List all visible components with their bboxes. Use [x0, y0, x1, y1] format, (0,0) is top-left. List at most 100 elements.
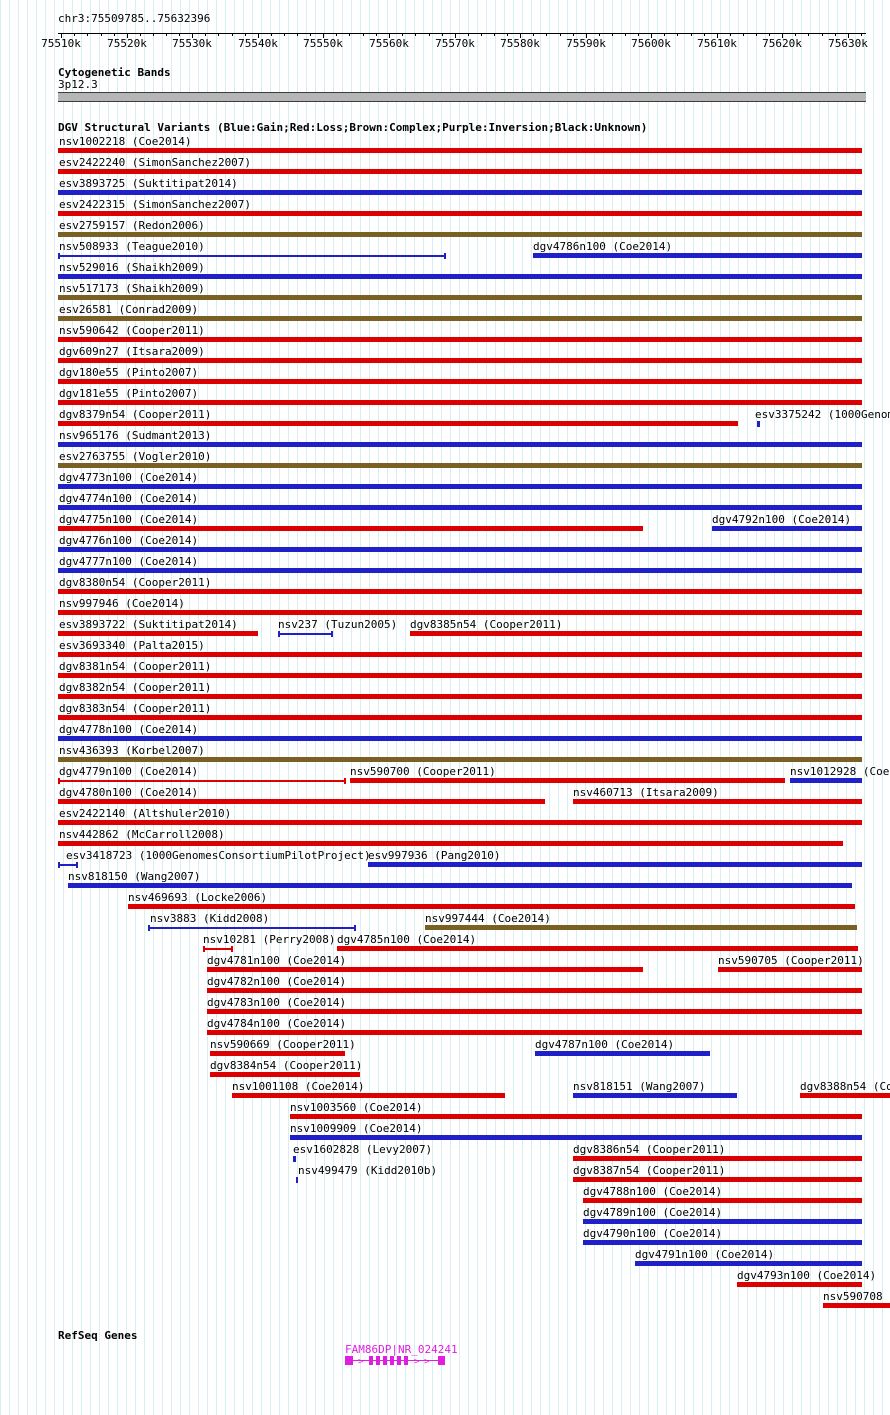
- variant-label[interactable]: nsv237 (Tuzun2005): [278, 618, 398, 631]
- variant-bar[interactable]: [58, 358, 862, 363]
- variant-label[interactable]: esv2422315 (SimonSanchez2007): [59, 198, 252, 211]
- variant-label[interactable]: nsv965176 (Sudmant2013): [59, 429, 212, 442]
- variant-tick[interactable]: [296, 1177, 298, 1183]
- variant-bar[interactable]: [290, 1114, 862, 1119]
- variant-bar[interactable]: [573, 1177, 862, 1182]
- variant-bar[interactable]: [573, 799, 862, 804]
- variant-label[interactable]: dgv8388n54 (Coo: [800, 1080, 890, 1093]
- variant-bar[interactable]: [58, 568, 862, 573]
- variant-label[interactable]: nsv1012928 (Coe20: [790, 765, 890, 778]
- variant-label[interactable]: esv2759157 (Redon2006): [59, 219, 205, 232]
- variant-bar[interactable]: [58, 274, 862, 279]
- variant-bar[interactable]: [800, 1093, 890, 1098]
- variant-bar[interactable]: [58, 610, 862, 615]
- variant-label[interactable]: dgv8387n54 (Cooper2011): [573, 1164, 726, 1177]
- variant-bar[interactable]: [58, 337, 862, 342]
- variant-label[interactable]: dgv4782n100 (Coe2014): [207, 975, 347, 988]
- variant-bar[interactable]: [737, 1282, 862, 1287]
- variant-label[interactable]: dgv4786n100 (Coe2014): [533, 240, 673, 253]
- variant-label[interactable]: nsv499479 (Kidd2010b): [298, 1164, 438, 1177]
- variant-bar[interactable]: [210, 1072, 360, 1077]
- variant-label[interactable]: nsv436393 (Korbel2007): [59, 744, 205, 757]
- variant-bar[interactable]: [58, 820, 862, 825]
- variant-label[interactable]: nsv590669 (Cooper2011): [210, 1038, 356, 1051]
- variant-label[interactable]: esv2422240 (SimonSanchez2007): [59, 156, 252, 169]
- variant-bar[interactable]: [58, 295, 862, 300]
- variant-bar[interactable]: [58, 673, 862, 678]
- variant-label[interactable]: dgv4787n100 (Coe2014): [535, 1038, 675, 1051]
- variant-bar[interactable]: [823, 1303, 890, 1308]
- variant-bar[interactable]: [58, 379, 862, 384]
- gene-exon[interactable]: [438, 1356, 445, 1365]
- variant-label[interactable]: dgv8386n54 (Cooper2011): [573, 1143, 726, 1156]
- variant-label[interactable]: dgv8383n54 (Cooper2011): [59, 702, 212, 715]
- variant-bar[interactable]: [58, 211, 862, 216]
- gene-exon[interactable]: [390, 1356, 394, 1365]
- variant-label[interactable]: dgv8381n54 (Cooper2011): [59, 660, 212, 673]
- variant-tick[interactable]: [293, 1156, 296, 1162]
- variant-bar[interactable]: [58, 232, 862, 237]
- gene-exon[interactable]: [397, 1356, 401, 1365]
- variant-label[interactable]: nsv469693 (Locke2006): [128, 891, 268, 904]
- variant-label[interactable]: esv3375242 (1000Genomes: [755, 408, 890, 421]
- variant-bar[interactable]: [58, 694, 862, 699]
- variant-bar[interactable]: [232, 1093, 505, 1098]
- cytoband-bar[interactable]: [58, 92, 866, 102]
- variant-bar[interactable]: [712, 526, 862, 531]
- variant-label[interactable]: nsv590642 (Cooper2011): [59, 324, 205, 337]
- variant-label[interactable]: dgv4777n100 (Coe2014): [59, 555, 199, 568]
- variant-label[interactable]: nsv517173 (Shaikh2009): [59, 282, 205, 295]
- variant-line[interactable]: [148, 927, 355, 929]
- variant-label[interactable]: nsv997444 (Coe2014): [425, 912, 551, 925]
- variant-bar[interactable]: [68, 883, 852, 888]
- variant-bar[interactable]: [58, 148, 862, 153]
- variant-label[interactable]: esv3693340 (Palta2015): [59, 639, 205, 652]
- variant-label[interactable]: esv2763755 (Vogler2010): [59, 450, 212, 463]
- variant-label[interactable]: esv1602828 (Levy2007): [293, 1143, 433, 1156]
- gene-exon[interactable]: [376, 1356, 380, 1365]
- variant-label[interactable]: nsv997946 (Coe2014): [59, 597, 185, 610]
- variant-label[interactable]: nsv10281 (Perry2008): [203, 933, 336, 946]
- variant-label[interactable]: nsv460713 (Itsara2009): [573, 786, 719, 799]
- variant-label[interactable]: dgv4775n100 (Coe2014): [59, 513, 199, 526]
- variant-bar[interactable]: [58, 799, 545, 804]
- variant-bar[interactable]: [58, 169, 862, 174]
- variant-line[interactable]: [58, 780, 345, 782]
- variant-bar[interactable]: [207, 988, 862, 993]
- variant-label[interactable]: dgv8385n54 (Cooper2011): [410, 618, 563, 631]
- variant-label[interactable]: dgv4790n100 (Coe2014): [583, 1227, 723, 1240]
- variant-bar[interactable]: [337, 946, 858, 951]
- variant-bar[interactable]: [128, 904, 855, 909]
- variant-label[interactable]: nsv442862 (McCarroll2008): [59, 828, 225, 841]
- variant-label[interactable]: dgv4774n100 (Coe2014): [59, 492, 199, 505]
- variant-bar[interactable]: [350, 778, 785, 783]
- variant-bar[interactable]: [58, 442, 862, 447]
- variant-label[interactable]: esv2422140 (Altshuler2010): [59, 807, 232, 820]
- variant-label[interactable]: dgv4780n100 (Coe2014): [59, 786, 199, 799]
- variant-label[interactable]: nsv590708 (C: [823, 1290, 890, 1303]
- gene-exon[interactable]: [369, 1356, 373, 1365]
- variant-label[interactable]: nsv529016 (Shaikh2009): [59, 261, 205, 274]
- variant-label[interactable]: dgv4779n100 (Coe2014): [59, 765, 199, 778]
- variant-bar[interactable]: [535, 1051, 710, 1056]
- variant-label[interactable]: nsv818151 (Wang2007): [573, 1080, 706, 1093]
- variant-bar[interactable]: [583, 1219, 862, 1224]
- variant-line[interactable]: [203, 948, 232, 950]
- variant-bar[interactable]: [207, 1030, 862, 1035]
- variant-bar[interactable]: [290, 1135, 862, 1140]
- variant-label[interactable]: nsv818150 (Wang2007): [68, 870, 201, 883]
- variant-label[interactable]: nsv1001108 (Coe2014): [232, 1080, 365, 1093]
- variant-label[interactable]: dgv4784n100 (Coe2014): [207, 1017, 347, 1030]
- gene-exon[interactable]: [383, 1356, 387, 1365]
- variant-bar[interactable]: [58, 841, 843, 846]
- variant-label[interactable]: dgv4791n100 (Coe2014): [635, 1248, 775, 1261]
- variant-bar[interactable]: [58, 757, 862, 762]
- variant-bar[interactable]: [583, 1198, 862, 1203]
- variant-bar[interactable]: [58, 400, 862, 405]
- variant-line[interactable]: [58, 255, 445, 257]
- variant-label[interactable]: dgv4793n100 (Coe2014): [737, 1269, 877, 1282]
- variant-bar[interactable]: [58, 190, 862, 195]
- variant-label[interactable]: nsv1002218 (Coe2014): [59, 135, 192, 148]
- variant-bar[interactable]: [58, 484, 862, 489]
- gene-exon[interactable]: [404, 1356, 408, 1365]
